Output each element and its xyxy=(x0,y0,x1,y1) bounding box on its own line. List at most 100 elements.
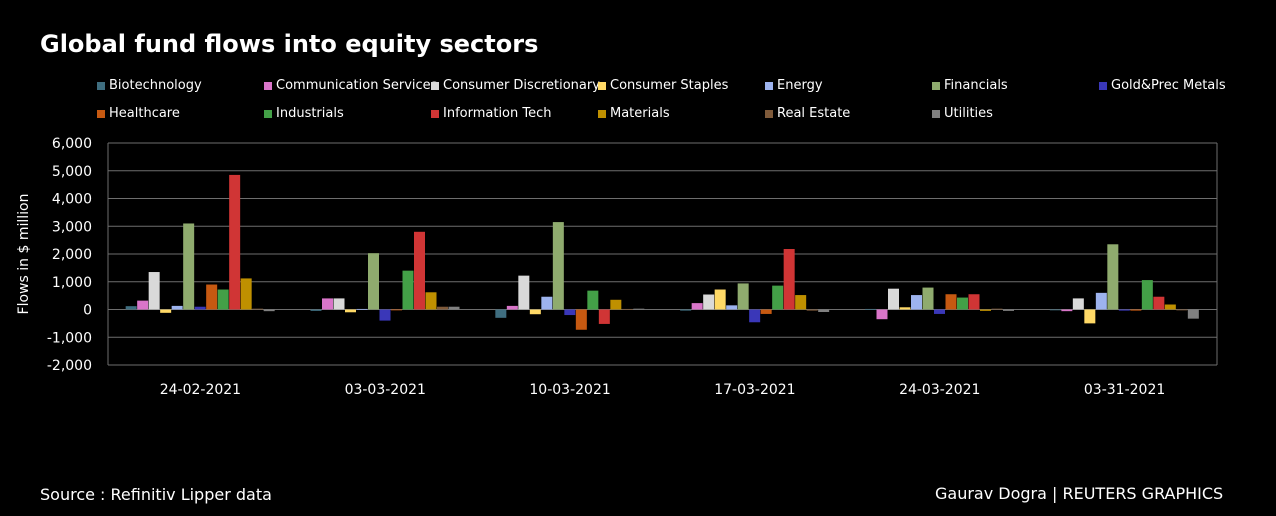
bar xyxy=(749,309,761,323)
bar xyxy=(183,223,195,310)
y-tick-label: 6,000 xyxy=(52,136,92,152)
bar xyxy=(806,309,818,311)
legend-item: Consumer Staples xyxy=(598,78,765,93)
bar xyxy=(425,292,437,310)
legend-label: Healthcare xyxy=(109,106,180,121)
bar xyxy=(587,290,599,310)
bar xyxy=(217,289,229,310)
legend-label: Consumer Staples xyxy=(610,78,729,93)
bar xyxy=(414,231,425,310)
bar xyxy=(194,306,206,310)
bar xyxy=(322,298,333,310)
bar xyxy=(876,309,888,320)
bar xyxy=(1141,280,1153,310)
x-tick-label: 24-02-2021 xyxy=(160,382,241,398)
legend-label: Industrials xyxy=(276,106,344,121)
y-axis-label: Flows in $ million xyxy=(16,194,32,315)
legend-swatch xyxy=(932,109,940,118)
y-tick-label: 2,000 xyxy=(52,247,92,263)
bar xyxy=(680,309,692,311)
bar xyxy=(1049,309,1061,311)
bar xyxy=(598,309,610,324)
bar xyxy=(957,297,968,310)
bar xyxy=(945,294,957,310)
legend-swatch xyxy=(97,81,105,90)
legend-label: Consumer Discretionary xyxy=(443,78,600,93)
legend-label: Biotechnology xyxy=(109,78,202,93)
x-tick-label: 17-03-2021 xyxy=(714,382,795,398)
bar xyxy=(922,287,934,310)
bar xyxy=(1072,298,1084,310)
legend-swatch xyxy=(765,81,773,90)
bar xyxy=(171,305,183,310)
bar xyxy=(518,275,530,310)
bar xyxy=(368,253,379,310)
bar xyxy=(934,309,945,314)
bar xyxy=(252,308,264,310)
bar xyxy=(818,309,830,312)
legend-swatch xyxy=(765,109,773,118)
chart-title: Global fund flows into equity sectors xyxy=(40,30,539,58)
bar xyxy=(310,309,322,311)
bar xyxy=(991,308,1003,310)
bar xyxy=(1176,309,1188,311)
bar xyxy=(726,305,738,310)
bar xyxy=(980,309,991,311)
bar xyxy=(1153,296,1165,310)
bar xyxy=(760,309,772,314)
bar xyxy=(402,270,414,310)
legend-item: Real Estate xyxy=(765,106,932,121)
source-note: Source : Refinitiv Lipper data xyxy=(40,485,272,504)
legend-label: Materials xyxy=(610,106,670,121)
bar xyxy=(356,308,368,310)
bar xyxy=(968,294,980,310)
y-tick-label: -2,000 xyxy=(47,358,92,374)
y-tick-label: 4,000 xyxy=(52,192,92,208)
y-tick-label: 5,000 xyxy=(52,164,92,180)
legend-swatch xyxy=(431,109,439,118)
bar xyxy=(552,222,564,310)
legend-item: Biotechnology xyxy=(97,78,264,93)
bar xyxy=(714,289,726,310)
legend-item: Information Tech xyxy=(431,106,598,121)
bar xyxy=(772,285,784,310)
bar xyxy=(621,308,633,310)
legend-label: Communication Services xyxy=(276,78,438,93)
bar xyxy=(899,307,911,310)
bar xyxy=(1107,244,1119,310)
bar xyxy=(610,299,622,310)
bar xyxy=(564,309,576,316)
legend-swatch xyxy=(932,81,940,90)
bar xyxy=(691,303,703,310)
bar xyxy=(1164,304,1176,310)
legend-item: Materials xyxy=(598,106,765,121)
bar xyxy=(1084,309,1096,324)
x-tick-label: 24-03-2021 xyxy=(899,382,980,398)
bar xyxy=(437,306,448,310)
bar xyxy=(783,249,795,310)
legend-item: Healthcare xyxy=(97,106,264,121)
bar xyxy=(529,309,541,315)
legend-label: Information Tech xyxy=(443,106,552,121)
legend-label: Utilities xyxy=(944,106,993,121)
bar xyxy=(575,309,587,330)
legend-item: Consumer Discretionary xyxy=(431,78,600,93)
legend-item: Utilities xyxy=(932,106,1099,121)
chart-canvas: 6,000 5,000 4,000 3,000 2,000 1,000 0 -1,000 -2,… xyxy=(16,136,1218,398)
legend-label: Gold&Prec Metals xyxy=(1111,78,1226,93)
x-tick-label: 10-03-2021 xyxy=(529,382,610,398)
legend-swatch xyxy=(598,109,606,118)
bar xyxy=(240,278,252,310)
legend-row-2: Healthcare Industrials Information Tech Mat… xyxy=(97,106,1099,121)
legend-swatch xyxy=(264,109,272,118)
bar xyxy=(229,174,241,310)
legend-label: Energy xyxy=(777,78,823,93)
credit-note: Gaurav Dogra | REUTERS GRAPHICS xyxy=(935,484,1224,503)
bar xyxy=(263,309,275,312)
legend-item: Energy xyxy=(765,78,932,93)
bar xyxy=(333,298,345,310)
bar xyxy=(448,306,460,310)
legend-swatch xyxy=(264,81,272,90)
bar xyxy=(125,306,137,310)
bar xyxy=(703,294,715,310)
